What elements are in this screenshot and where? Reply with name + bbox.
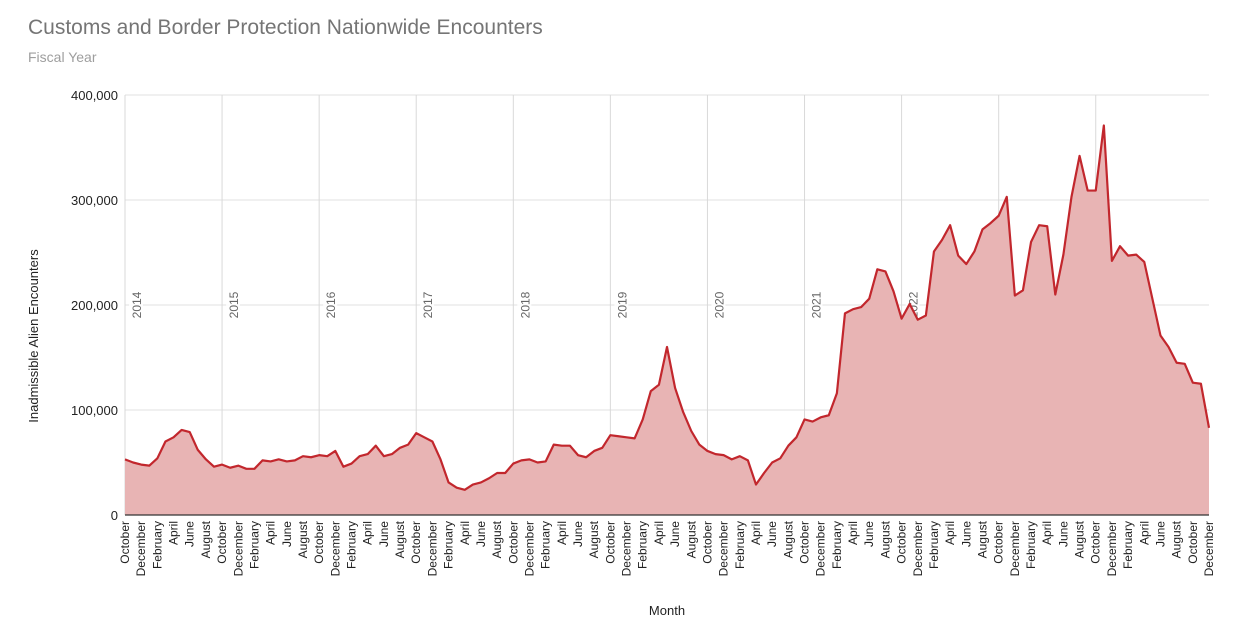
x-tick-label: June xyxy=(474,521,488,547)
x-tick-label: August xyxy=(781,520,795,558)
y-axis-label: Inadmissible Alien Encounters xyxy=(26,249,41,423)
x-tick-label: October xyxy=(1186,521,1200,564)
x-tick-label: December xyxy=(1202,521,1216,576)
x-tick-label: October xyxy=(118,521,132,564)
x-tick-label: August xyxy=(1073,520,1087,558)
x-tick-label: June xyxy=(280,521,294,547)
x-tick-label: February xyxy=(442,521,456,569)
x-tick-label: June xyxy=(1153,521,1167,547)
x-tick-label: August xyxy=(199,520,213,558)
x-tick-label: August xyxy=(878,520,892,558)
fiscal-year-label-bg xyxy=(323,289,338,323)
x-tick-label: December xyxy=(814,521,828,576)
fiscal-year-label: 2020 xyxy=(712,291,726,318)
x-tick-label: April xyxy=(749,521,763,545)
x-tick-label: April xyxy=(167,521,181,545)
x-tick-label: December xyxy=(522,521,536,576)
x-tick-label: April xyxy=(264,521,278,545)
x-tick-label: October xyxy=(603,521,617,564)
x-tick-label: February xyxy=(830,521,844,569)
x-axis-label: Month xyxy=(649,603,685,618)
x-tick-label: June xyxy=(765,521,779,547)
fiscal-year-label: 2015 xyxy=(227,291,241,318)
x-tick-label: February xyxy=(539,521,553,569)
x-tick-label: October xyxy=(215,521,229,564)
x-tick-label: April xyxy=(846,521,860,545)
fiscal-year-label-bg xyxy=(711,289,726,323)
fiscal-year-label: 2016 xyxy=(324,291,338,318)
series-line xyxy=(124,124,1211,491)
x-tick-label: April xyxy=(1137,521,1151,545)
x-tick-label: August xyxy=(490,520,504,558)
x-tick-label: February xyxy=(150,521,164,569)
x-tick-label: December xyxy=(717,521,731,576)
x-tick-label: February xyxy=(247,521,261,569)
x-tick-label: August xyxy=(1170,520,1184,558)
x-tick-label: April xyxy=(652,521,666,545)
fiscal-year-label-bg xyxy=(517,289,532,323)
fiscal-year-label-bg xyxy=(808,289,823,323)
x-tick-label: February xyxy=(636,521,650,569)
x-tick-label: June xyxy=(571,521,585,547)
x-tick-label: December xyxy=(620,521,634,576)
x-tick-label: October xyxy=(312,521,326,564)
fiscal-year-label: 2014 xyxy=(130,291,144,318)
x-tick-label: October xyxy=(895,521,909,564)
x-tick-label: August xyxy=(684,520,698,558)
x-tick-label: December xyxy=(911,521,925,576)
y-tick-label: 200,000 xyxy=(71,298,118,313)
x-tick-label: October xyxy=(798,521,812,564)
x-tick-label: April xyxy=(1040,521,1054,545)
y-tick-labels: 0 100,000 200,000 300,000 400,000 xyxy=(71,88,118,523)
fiscal-year-label-bg xyxy=(129,289,143,323)
x-tick-label: April xyxy=(458,521,472,545)
series-layer xyxy=(124,124,1211,515)
x-tick-label: June xyxy=(1056,521,1070,547)
fiscal-year-label: 2019 xyxy=(615,291,629,318)
x-tick-label: December xyxy=(1105,521,1119,576)
x-tick-label: August xyxy=(296,520,310,558)
x-tick-label: February xyxy=(1121,521,1135,569)
fiscal-year-label: 2021 xyxy=(810,291,824,318)
x-tick-label: June xyxy=(959,521,973,547)
x-tick-label: June xyxy=(862,521,876,547)
x-tick-label: October xyxy=(700,521,714,564)
x-tick-label: February xyxy=(1024,521,1038,569)
x-tick-label: August xyxy=(587,520,601,558)
y-tick-label: 0 xyxy=(111,508,118,523)
x-tick-label: February xyxy=(733,521,747,569)
x-tick-label: December xyxy=(231,521,245,576)
x-tick-label: June xyxy=(668,521,682,547)
x-tick-labels: October December February April June August Oc… xyxy=(118,520,1216,576)
x-tick-label: October xyxy=(1089,521,1103,564)
fiscal-year-label: 2017 xyxy=(421,291,435,318)
x-tick-label: December xyxy=(134,521,148,576)
x-tick-label: April xyxy=(555,521,569,545)
x-tick-label: October xyxy=(409,521,423,564)
y-tick-label: 300,000 xyxy=(71,193,118,208)
x-tick-label: June xyxy=(183,521,197,547)
x-tick-label: December xyxy=(328,521,342,576)
x-tick-label: June xyxy=(377,521,391,547)
fiscal-year-label-bg xyxy=(226,289,241,323)
y-tick-label: 100,000 xyxy=(71,403,118,418)
chart-title: Customs and Border Protection Nationwide… xyxy=(28,16,543,39)
x-tick-label: February xyxy=(345,521,359,569)
x-tick-label: December xyxy=(425,521,439,576)
x-tick-label: December xyxy=(1008,521,1022,576)
x-tick-label: April xyxy=(361,521,375,545)
x-tick-label: August xyxy=(393,520,407,558)
chart-subtitle: Fiscal Year xyxy=(28,49,97,65)
x-tick-label: February xyxy=(927,521,941,569)
fiscal-year-label-bg xyxy=(420,289,435,323)
fiscal-year-label-bg xyxy=(614,289,629,323)
x-tick-label: October xyxy=(506,521,520,564)
x-tick-label: October xyxy=(992,521,1006,564)
y-tick-label: 400,000 xyxy=(71,88,118,103)
series-area xyxy=(125,125,1209,515)
fiscal-year-label: 2018 xyxy=(518,291,532,318)
x-tick-label: April xyxy=(943,521,957,545)
x-tick-label: August xyxy=(975,520,989,558)
